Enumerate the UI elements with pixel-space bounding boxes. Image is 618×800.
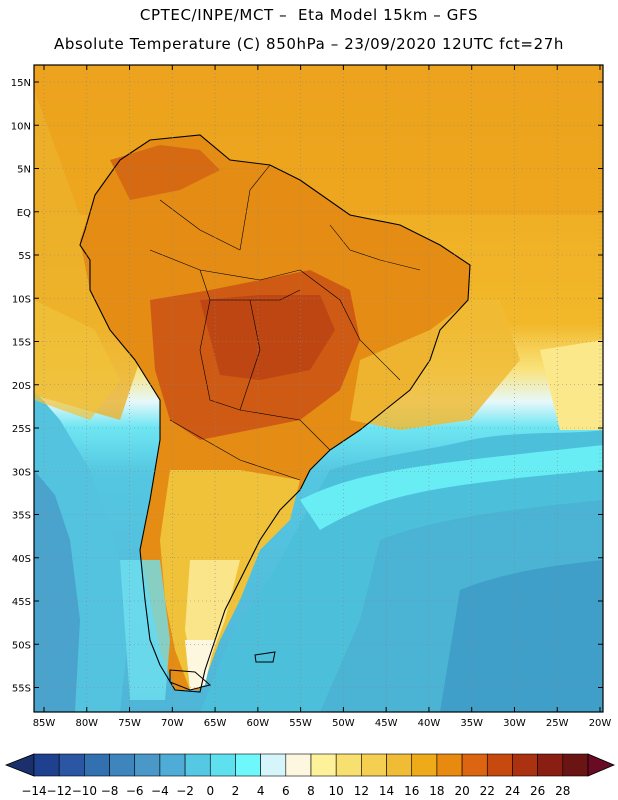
colorbar-swatch [562, 753, 589, 777]
colorbar-label: −12 [47, 784, 72, 798]
colorbar-label: 16 [404, 784, 419, 798]
latitude-label: 5S [18, 251, 31, 262]
colorbar-swatch [58, 753, 85, 777]
colorbar-label: 24 [505, 784, 520, 798]
colorbar-label: 2 [232, 784, 240, 798]
tierra-del-fuego [169, 669, 212, 691]
colorbar-label: 26 [530, 784, 545, 798]
colorbar-swatch [486, 753, 513, 777]
longitude-label: 55W [289, 718, 312, 729]
colorbar-swatch [33, 753, 60, 777]
colorbar-label: 8 [307, 784, 315, 798]
colorbar-label: −14 [21, 784, 46, 798]
colorbar-label: 0 [206, 784, 214, 798]
latitude-label: 35S [12, 511, 31, 522]
colorbar-label: 28 [555, 784, 570, 798]
latitude-label: EQ [17, 208, 31, 219]
longitude-label: 60W [247, 718, 270, 729]
colorbar-swatch [134, 753, 161, 777]
colorbar-swatch [411, 753, 438, 777]
colorbar-right-arrow [587, 753, 616, 777]
colorbar-swatch [335, 753, 362, 777]
longitude-label: 40W [418, 718, 441, 729]
latitude-label: 45S [12, 597, 31, 608]
colorbar-swatch [109, 753, 136, 777]
colorbar-swatch [436, 753, 463, 777]
longitude-label: 65W [204, 718, 227, 729]
colorbar-label: −2 [176, 784, 194, 798]
colorbar-label: 12 [354, 784, 369, 798]
colorbar-label: −10 [72, 784, 97, 798]
colorbar-swatch [310, 753, 337, 777]
colorbar-label: 10 [329, 784, 344, 798]
colorbar-swatch [209, 753, 236, 777]
falkland-islands [254, 651, 276, 663]
colorbar-label: 6 [282, 784, 290, 798]
latitude-label: 15N [11, 78, 31, 89]
longitude-label: 30W [503, 718, 526, 729]
colorbar-swatch [537, 753, 564, 777]
colorbar-swatch [235, 753, 261, 777]
latitude-label: 10N [11, 121, 31, 132]
colorbar-left-arrow [4, 753, 35, 777]
latitude-label: 40S [12, 554, 31, 565]
latitude-label: 10S [12, 294, 31, 305]
colorbar-label: −4 [151, 784, 169, 798]
colorbar-labels: −14 −12 −10 −8 −6 −4 −2 0 2 4 6 8 10 12 14 16 18 20 22 24 26… [21, 784, 570, 798]
longitude-label: 50W [332, 718, 355, 729]
colorbar [4, 753, 616, 777]
colorbar-label: 18 [429, 784, 444, 798]
latitude-label: 20S [12, 381, 31, 392]
latitude-labels: 15N 10N 5N EQ 5S 10S 15S 20S 25S 30S 35S 40S 45S 50S 5… [11, 78, 31, 695]
longitude-label: 25W [546, 718, 569, 729]
colorbar-label: 22 [480, 784, 495, 798]
latitude-label: 5N [17, 165, 31, 176]
latitude-label: 30S [12, 467, 31, 478]
longitude-label: 35W [460, 718, 483, 729]
longitude-label: 80W [75, 718, 98, 729]
longitude-label: 20W [589, 718, 612, 729]
country-borders [149, 164, 421, 481]
colorbar-swatch [84, 753, 110, 777]
colorbar-swatch [184, 753, 211, 777]
latitude-label: 50S [12, 640, 31, 651]
longitude-label: 75W [118, 718, 141, 729]
map-gridlines [34, 65, 603, 712]
colorbar-label: −6 [126, 784, 144, 798]
colorbar-label: 4 [257, 784, 265, 798]
colorbar-swatch [159, 753, 186, 777]
longitude-label: 85W [33, 718, 56, 729]
colorbar-label: 20 [454, 784, 469, 798]
temperature-field [34, 65, 603, 712]
colorbar-swatch [461, 753, 488, 777]
chart-title: CPTEC/INPE/MCT – Eta Model 15km – GFS [139, 6, 479, 24]
map-border [33, 64, 604, 713]
longitude-labels: 85W 80W 75W 70W 65W 60W 55W 50W 45W 40W 35W 30W 25W 2… [33, 718, 612, 729]
colorbar-swatch [512, 753, 538, 777]
latitude-label: 15S [12, 338, 31, 349]
colorbar-swatch [386, 753, 413, 777]
colorbar-swatch [285, 753, 312, 777]
chart-subtitle: Absolute Temperature (C) 850hPa – 23/09/… [54, 35, 564, 53]
longitude-label: 70W [161, 718, 184, 729]
colorbar-swatch [361, 753, 387, 777]
longitude-label: 45W [375, 718, 398, 729]
latitude-label: 25S [12, 424, 31, 435]
coastline [79, 134, 471, 693]
latitude-label: 55S [12, 684, 31, 695]
colorbar-swatch [260, 753, 287, 777]
colorbar-label: 14 [379, 784, 394, 798]
colorbar-label: −8 [101, 784, 119, 798]
